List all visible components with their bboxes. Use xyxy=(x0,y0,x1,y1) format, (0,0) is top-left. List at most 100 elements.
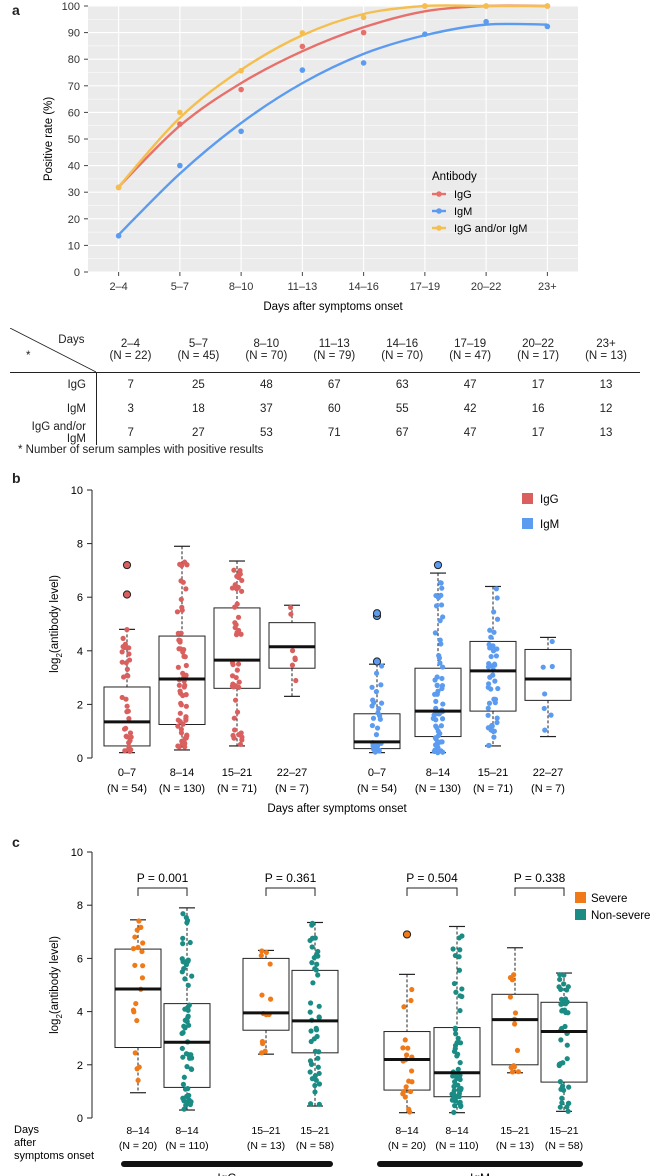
x-tick-n-label: (N = 7) xyxy=(275,783,309,795)
pvalue-label: P = 0.504 xyxy=(406,871,458,885)
data-point xyxy=(135,1077,141,1083)
data-point xyxy=(307,1058,314,1064)
data-point xyxy=(177,719,183,725)
data-point xyxy=(565,1100,572,1106)
data-point xyxy=(177,710,183,716)
data-point xyxy=(494,646,500,652)
outlier-point xyxy=(122,590,132,599)
x-tick-label: 22–27 xyxy=(533,767,564,779)
data-point xyxy=(557,972,563,978)
data-point xyxy=(233,622,239,628)
data-point xyxy=(400,1045,406,1051)
col-n: (N = 13) xyxy=(585,350,627,362)
data-point xyxy=(403,1084,409,1090)
data-point xyxy=(486,700,493,706)
table-cell: 63 xyxy=(395,379,409,391)
col-header: 8–10 (N = 70) xyxy=(232,328,300,373)
outlier-point xyxy=(372,609,382,618)
outlier-point xyxy=(402,930,412,939)
data-point xyxy=(401,1004,407,1010)
data-point xyxy=(488,653,494,660)
y-tick-label: 6 xyxy=(77,592,83,604)
x-tick-label: 0–7 xyxy=(368,767,386,779)
pvalue-bracket xyxy=(137,887,188,896)
col-n: (N = 47) xyxy=(449,350,492,362)
data-point xyxy=(174,609,181,615)
table-cell: 47 xyxy=(463,427,477,439)
data-point xyxy=(187,939,193,946)
data-point xyxy=(127,738,133,744)
data-point xyxy=(487,627,493,633)
data-point xyxy=(435,688,441,694)
data-point xyxy=(405,1045,411,1051)
data-point xyxy=(124,703,130,709)
data-point xyxy=(132,962,138,968)
x-tick-label: 8–14 xyxy=(126,1125,150,1137)
data-point xyxy=(130,946,137,952)
data-point-IgG and/or IgM xyxy=(238,67,244,74)
data-point xyxy=(238,730,244,736)
data-point xyxy=(559,1095,565,1101)
data-point xyxy=(457,993,463,999)
group-bar-label: IgM xyxy=(470,1171,490,1176)
legend-label: Non-severe xyxy=(591,910,650,922)
y-tick-label: 10 xyxy=(68,240,80,252)
data-point xyxy=(135,944,141,951)
data-point-IgG xyxy=(177,121,183,127)
data-point-IgG and/or IgM xyxy=(544,3,551,9)
data-point xyxy=(124,709,130,715)
data-point xyxy=(452,1026,458,1033)
table-corner: Days * xyxy=(10,328,97,373)
pvalue-label: P = 0.338 xyxy=(514,871,566,885)
x-tick-label: 8–10 xyxy=(229,281,253,293)
legend-label: IgG xyxy=(454,189,472,201)
data-point xyxy=(126,716,132,722)
table-cell: 18 xyxy=(192,403,205,415)
data-point-IgG and/or IgM xyxy=(483,3,489,9)
data-point xyxy=(459,933,465,939)
data-point xyxy=(189,973,195,979)
data-point xyxy=(485,705,491,711)
col-n: (N = 70) xyxy=(245,350,288,362)
col-range: 8–10 xyxy=(253,338,280,350)
y-tick-label: 4 xyxy=(77,646,83,658)
data-point xyxy=(438,723,445,729)
data-point xyxy=(314,961,320,967)
box-iqr xyxy=(491,993,539,1066)
data-point xyxy=(180,1054,186,1060)
panel-b-letter: b xyxy=(12,470,21,486)
panel-a-count-table: Days * 2–4 (N = 22) 5–7 (N = 45) 8–10 (N = … xyxy=(10,328,640,445)
x-tick-label: 8–14 xyxy=(445,1125,469,1137)
data-point xyxy=(488,727,494,733)
legend-swatch-Severe xyxy=(575,892,586,903)
x-tick-n-label: (N = 20) xyxy=(388,1140,426,1152)
x-tick-n-label: (N = 71) xyxy=(217,783,257,795)
legend-label: IgG xyxy=(540,494,559,506)
y-tick-label: 2 xyxy=(77,699,83,711)
data-point xyxy=(508,1064,514,1071)
y-tick-label: 70 xyxy=(68,81,80,93)
data-point xyxy=(235,614,242,620)
data-point xyxy=(433,698,439,705)
x-axis-title: Days after symptoms onset xyxy=(263,301,403,313)
table-cell: 67 xyxy=(327,379,341,391)
data-point xyxy=(316,1070,322,1077)
legend-label: Severe xyxy=(591,893,627,905)
data-point xyxy=(452,1097,458,1104)
data-point xyxy=(180,1081,187,1087)
data-point xyxy=(180,579,186,585)
data-point xyxy=(457,1007,463,1014)
data-point xyxy=(437,618,443,624)
data-point xyxy=(451,980,458,987)
legend-swatch-Non-severe xyxy=(575,909,586,920)
table-footnote: * Number of serum samples with positive … xyxy=(18,444,264,456)
y-axis-title: log2(antibody level) xyxy=(49,936,64,1034)
data-point xyxy=(434,674,440,680)
data-point xyxy=(183,962,189,968)
data-point xyxy=(312,935,318,941)
data-point xyxy=(184,1005,190,1011)
data-point xyxy=(182,976,188,982)
data-point xyxy=(124,672,130,678)
data-point xyxy=(439,716,446,722)
